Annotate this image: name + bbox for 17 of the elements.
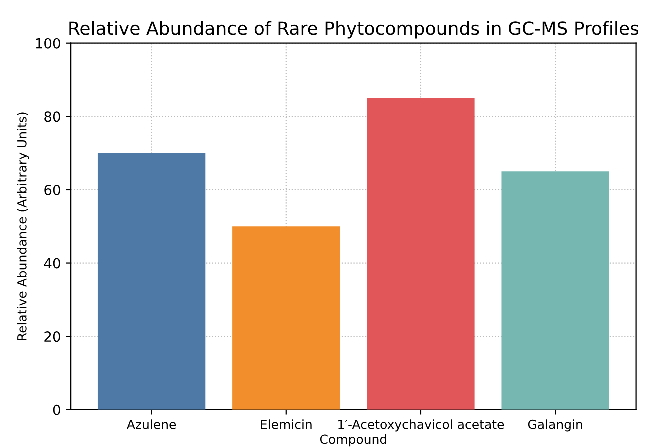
x-tick-label: Azulene <box>127 420 176 430</box>
x-tick-label: Galangin <box>528 420 582 432</box>
y-tick-label: 40 <box>44 258 60 269</box>
y-tick-label: 100 <box>36 38 60 49</box>
y-axis-title: Relative Abundance (Arbitrary Units) <box>17 112 30 340</box>
y-tick-label: 0 <box>53 404 60 416</box>
x-tick-label: 1′-Acetoxychavicol acetate <box>338 420 504 432</box>
y-tick-label: 80 <box>44 112 60 122</box>
bar <box>367 98 475 410</box>
bar <box>232 226 340 410</box>
x-tick-label: Elemicin <box>261 420 312 430</box>
y-tick-label: 20 <box>44 332 60 342</box>
y-tick-label: 60 <box>44 184 60 196</box>
x-axis-title: Compound <box>320 434 387 447</box>
bar <box>98 153 206 410</box>
bar <box>502 172 610 410</box>
chart-title: Relative Abundance of Rare Phytocompounds in GC-MS Profiles <box>70 21 639 39</box>
